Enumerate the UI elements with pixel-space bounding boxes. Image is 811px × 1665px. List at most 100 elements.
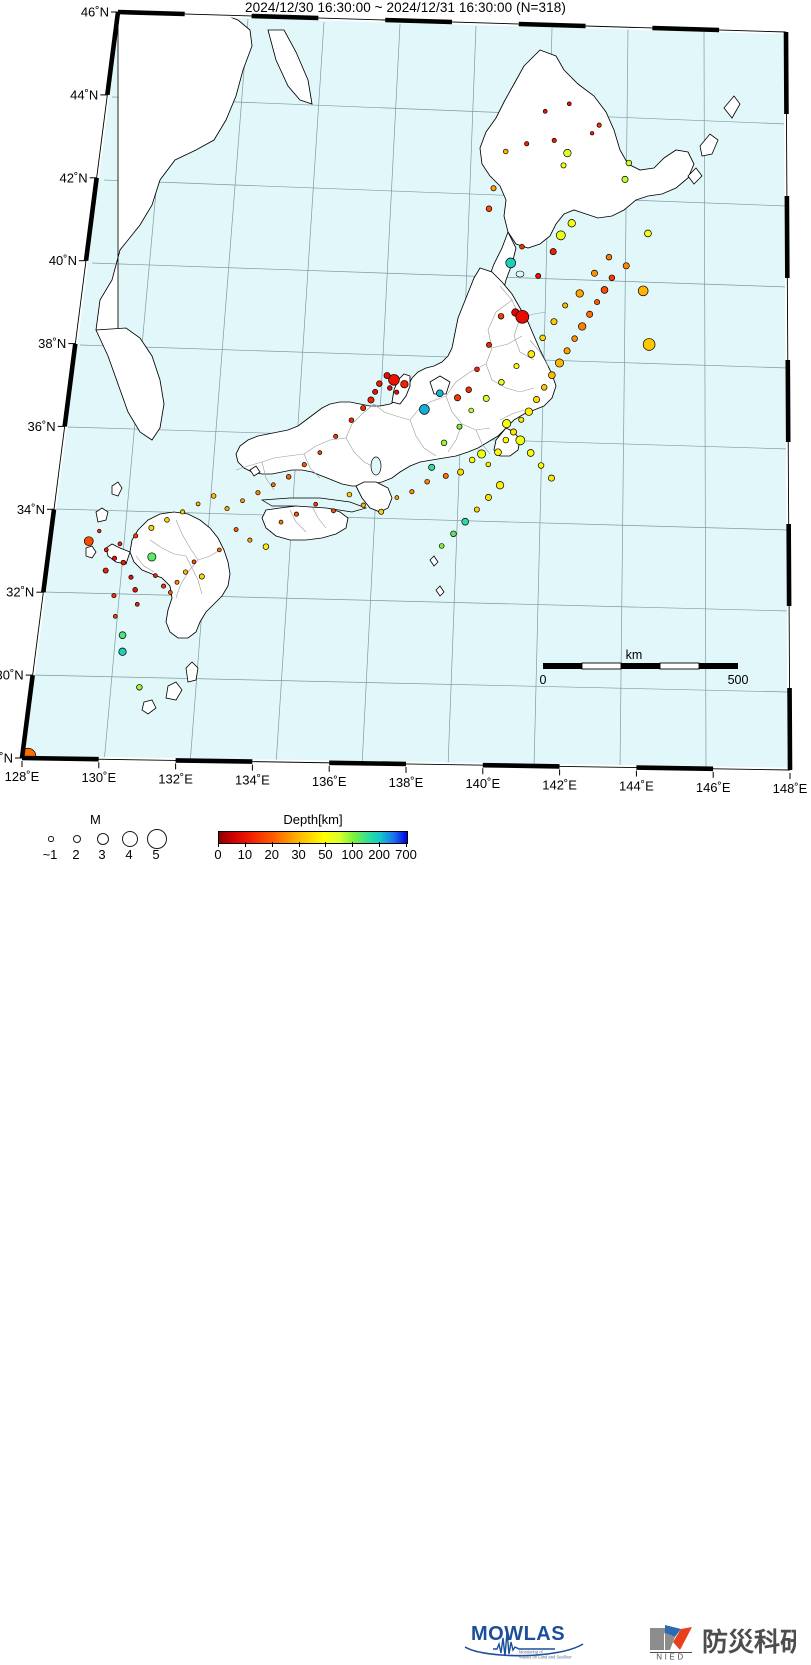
epicenter-marker[interactable]: [495, 449, 502, 456]
epicenter-marker[interactable]: [429, 464, 435, 470]
epicenter-marker[interactable]: [506, 258, 516, 268]
epicenter-marker[interactable]: [576, 290, 584, 298]
epicenter-marker[interactable]: [538, 463, 544, 469]
epicenter-marker[interactable]: [457, 424, 462, 429]
epicenter-marker[interactable]: [425, 479, 430, 484]
epicenter-marker[interactable]: [334, 434, 338, 438]
epicenter-marker[interactable]: [466, 387, 472, 393]
epicenter-marker[interactable]: [419, 404, 429, 414]
epicenter-marker[interactable]: [499, 379, 505, 385]
epicenter-marker[interactable]: [368, 397, 374, 403]
epicenter-marker[interactable]: [609, 275, 615, 281]
epicenter-marker[interactable]: [248, 538, 252, 542]
epicenter-marker[interactable]: [564, 348, 570, 354]
epicenter-marker[interactable]: [510, 429, 516, 435]
epicenter-marker[interactable]: [121, 560, 126, 565]
epicenter-marker[interactable]: [645, 230, 652, 237]
epicenter-marker[interactable]: [119, 648, 127, 656]
epicenter-marker[interactable]: [457, 469, 463, 475]
epicenter-marker[interactable]: [196, 502, 200, 506]
epicenter-marker[interactable]: [516, 436, 525, 445]
epicenter-marker[interactable]: [551, 319, 557, 325]
epicenter-marker[interactable]: [384, 372, 390, 378]
epicenter-marker[interactable]: [623, 263, 629, 269]
epicenter-marker[interactable]: [550, 249, 556, 255]
epicenter-marker[interactable]: [112, 556, 116, 560]
epicenter-marker[interactable]: [578, 323, 586, 331]
epicenter-marker[interactable]: [525, 142, 529, 146]
epicenter-marker[interactable]: [498, 313, 504, 319]
map-canvas[interactable]: km 0 500 28˚N30˚N32˚N34˚N36˚N38˚N40˚N42˚…: [0, 0, 811, 800]
epicenter-marker[interactable]: [379, 509, 384, 514]
epicenter-marker[interactable]: [519, 417, 524, 422]
epicenter-marker[interactable]: [165, 518, 170, 523]
epicenter-marker[interactable]: [514, 364, 519, 369]
earthquake-map[interactable]: km 0 500 28˚N30˚N32˚N34˚N36˚N38˚N40˚N42˚…: [0, 0, 811, 800]
epicenter-marker[interactable]: [183, 570, 188, 575]
epicenter-marker[interactable]: [606, 254, 612, 260]
epicenter-marker[interactable]: [597, 123, 601, 127]
epicenter-marker[interactable]: [294, 512, 298, 516]
epicenter-marker[interactable]: [211, 494, 216, 499]
epicenter-marker[interactable]: [561, 163, 566, 168]
epicenter-marker[interactable]: [475, 367, 480, 372]
epicenter-marker[interactable]: [137, 684, 143, 690]
epicenter-marker[interactable]: [469, 408, 474, 413]
epicenter-marker[interactable]: [548, 372, 555, 379]
epicenter-marker[interactable]: [443, 473, 448, 478]
epicenter-marker[interactable]: [525, 408, 533, 416]
epicenter-marker[interactable]: [331, 509, 335, 513]
epicenter-marker[interactable]: [477, 450, 485, 458]
epicenter-marker[interactable]: [168, 591, 172, 595]
epicenter-marker[interactable]: [104, 548, 108, 552]
epicenter-marker[interactable]: [217, 548, 221, 552]
epicenter-marker[interactable]: [135, 602, 139, 606]
epicenter-marker[interactable]: [567, 102, 571, 106]
epicenter-marker[interactable]: [376, 381, 382, 387]
epicenter-marker[interactable]: [436, 390, 443, 397]
epicenter-marker[interactable]: [410, 490, 414, 494]
epicenter-marker[interactable]: [496, 482, 504, 490]
epicenter-marker[interactable]: [536, 273, 541, 278]
epicenter-marker[interactable]: [454, 395, 460, 401]
epicenter-marker[interactable]: [552, 138, 556, 142]
epicenter-marker[interactable]: [395, 390, 399, 394]
epicenter-marker[interactable]: [555, 359, 563, 367]
epicenter-marker[interactable]: [548, 475, 554, 481]
epicenter-marker[interactable]: [563, 303, 568, 308]
epicenter-marker[interactable]: [113, 614, 117, 618]
epicenter-marker[interactable]: [486, 342, 491, 347]
epicenter-marker[interactable]: [225, 506, 229, 510]
epicenter-marker[interactable]: [349, 418, 354, 423]
epicenter-marker[interactable]: [112, 593, 116, 597]
epicenter-marker[interactable]: [528, 351, 535, 358]
epicenter-marker[interactable]: [401, 380, 409, 388]
epicenter-marker[interactable]: [241, 499, 245, 503]
epicenter-marker[interactable]: [451, 531, 457, 537]
epicenter-marker[interactable]: [234, 527, 238, 531]
epicenter-marker[interactable]: [594, 300, 599, 305]
epicenter-marker[interactable]: [129, 575, 133, 579]
epicenter-marker[interactable]: [543, 109, 547, 113]
epicenter-marker[interactable]: [199, 574, 204, 579]
epicenter-marker[interactable]: [564, 149, 572, 157]
epicenter-marker[interactable]: [286, 474, 291, 479]
epicenter-marker[interactable]: [638, 286, 648, 296]
epicenter-marker[interactable]: [469, 457, 475, 463]
epicenter-marker[interactable]: [601, 287, 608, 294]
epicenter-marker[interactable]: [572, 336, 578, 342]
epicenter-marker[interactable]: [540, 335, 546, 341]
epicenter-marker[interactable]: [148, 553, 156, 561]
epicenter-marker[interactable]: [373, 389, 378, 394]
epicenter-marker[interactable]: [486, 206, 492, 212]
epicenter-marker[interactable]: [533, 396, 539, 402]
epicenter-marker[interactable]: [302, 463, 306, 467]
epicenter-marker[interactable]: [503, 149, 508, 154]
epicenter-marker[interactable]: [361, 405, 366, 410]
epicenter-marker[interactable]: [486, 462, 491, 467]
epicenter-marker[interactable]: [84, 537, 93, 546]
epicenter-marker[interactable]: [541, 384, 547, 390]
epicenter-marker[interactable]: [590, 131, 594, 135]
epicenter-marker[interactable]: [591, 270, 597, 276]
epicenter-marker[interactable]: [626, 160, 632, 166]
